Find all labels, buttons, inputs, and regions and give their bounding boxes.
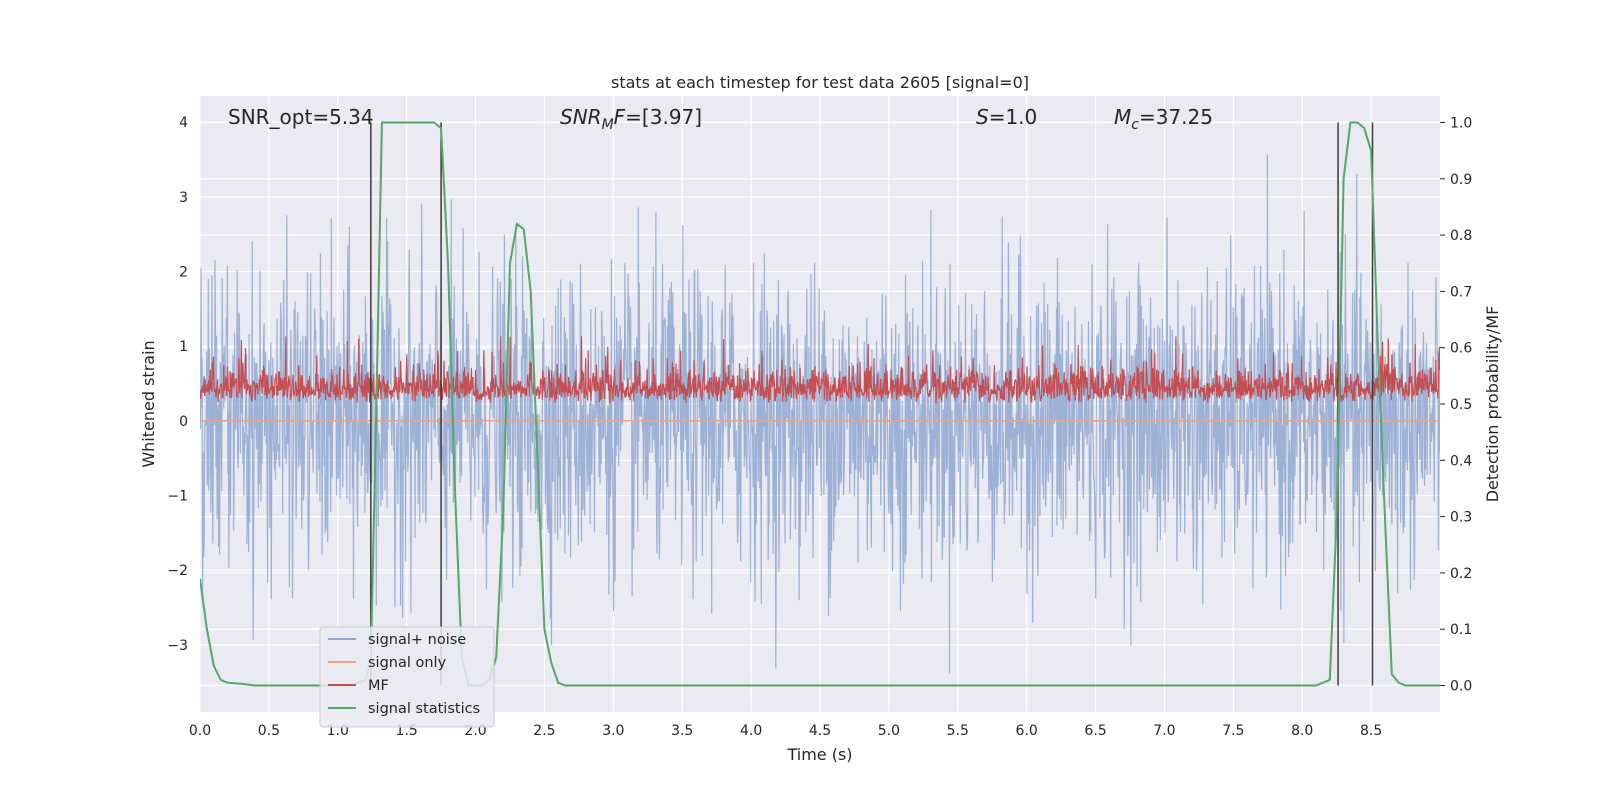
y-tick-label: 3 [179, 190, 188, 206]
annotation-snr-opt: SNR_opt=5.34 [228, 105, 374, 129]
annotation-snr-mf-symbol: SNR [560, 105, 602, 129]
y2-tick-label: 0.2 [1450, 566, 1472, 582]
legend: signal+ noise signal only MF signal stat… [319, 626, 495, 728]
x-tick-label: 4.5 [809, 723, 831, 739]
y2-tick-label: 0.8 [1450, 228, 1472, 244]
y2-tick-label: 0.4 [1450, 453, 1472, 469]
annotation-s-value: =1.0 [989, 105, 1038, 129]
x-tick-label: 6.0 [1016, 723, 1038, 739]
x-tick-label: 2.5 [533, 723, 555, 739]
y-tick-label: 2 [179, 264, 188, 280]
y2-tick-label: 0.7 [1450, 284, 1472, 300]
y2-tick-label: 0.5 [1450, 397, 1472, 413]
annotation-mc-symbol: M [1114, 105, 1131, 129]
y-tick-label: 4 [179, 115, 188, 131]
y-axis-ticks: −3 −2 −1 0 1 2 3 4 [167, 115, 188, 654]
x-tick-label: 6.5 [1084, 723, 1106, 739]
annotation-snr-mf-subscript: M [602, 117, 614, 133]
y2-tick-label: 1.0 [1450, 115, 1472, 131]
x-tick-label: 0.5 [258, 723, 280, 739]
x-tick-label: 4.0 [740, 723, 762, 739]
y-tick-label: −1 [167, 488, 188, 504]
x-axis-label: Time (s) [786, 745, 852, 764]
mf-series [200, 336, 1440, 404]
y2-tick-label: 0.1 [1450, 622, 1472, 638]
annotation-mc: Mc=37.25 [1114, 105, 1213, 133]
legend-label-mf: MF [368, 678, 389, 694]
annotation-snr-mf-symbol-2: F [614, 105, 626, 129]
legend-label-signal-statistics: signal statistics [368, 701, 480, 717]
x-tick-label: 5.5 [947, 723, 969, 739]
y-tick-label: −2 [167, 563, 188, 579]
y-tick-label: 0 [179, 414, 188, 430]
x-tick-label: 5.0 [878, 723, 900, 739]
mf-line [200, 336, 1440, 404]
y-tick-label: 1 [179, 339, 188, 355]
x-tick-label: 8.0 [1291, 723, 1313, 739]
legend-box [319, 626, 495, 728]
x-tick-label: 3.5 [671, 723, 693, 739]
x-tick-label: 7.5 [1222, 723, 1244, 739]
x-tick-label: 3.0 [602, 723, 624, 739]
annotation-s: S=1.0 [976, 105, 1037, 129]
y-tick-label: −3 [167, 638, 188, 654]
x-tick-label: 0.0 [189, 723, 211, 739]
chart-title: stats at each timestep for test data 260… [611, 73, 1029, 92]
y2-axis-label: Detection probability/MF [1483, 306, 1502, 503]
y2-tick-label: 0.6 [1450, 341, 1472, 357]
y2-axis-ticks: 0.0 0.1 0.2 0.3 0.4 0.5 0.6 0.7 0.8 0.9 1.0 [1440, 115, 1472, 695]
x-axis-ticks: 0.0 0.5 1.0 1.5 2.0 2.5 3.0 3.5 4.0 4.5 5.0 5.5 6.0 6… [189, 723, 1382, 739]
y-axis-label: Whitened strain [139, 340, 158, 467]
y2-tick-label: 0.0 [1450, 679, 1472, 695]
annotation-snr-mf: SNRMF=[3.97] [560, 105, 702, 133]
y2-tick-label: 0.3 [1450, 510, 1472, 526]
y2-tick-label: 0.9 [1450, 172, 1472, 188]
x-tick-label: 8.5 [1360, 723, 1382, 739]
x-tick-label: 7.0 [1153, 723, 1175, 739]
annotation-mc-value: =37.25 [1139, 105, 1213, 129]
annotation-s-symbol: S [976, 105, 989, 129]
annotation-mc-subscript: c [1131, 117, 1139, 133]
legend-label-signal-only: signal only [368, 655, 447, 671]
legend-label-signal-noise: signal+ noise [368, 632, 466, 648]
annotation-snr-mf-value: =[3.97] [625, 105, 702, 129]
